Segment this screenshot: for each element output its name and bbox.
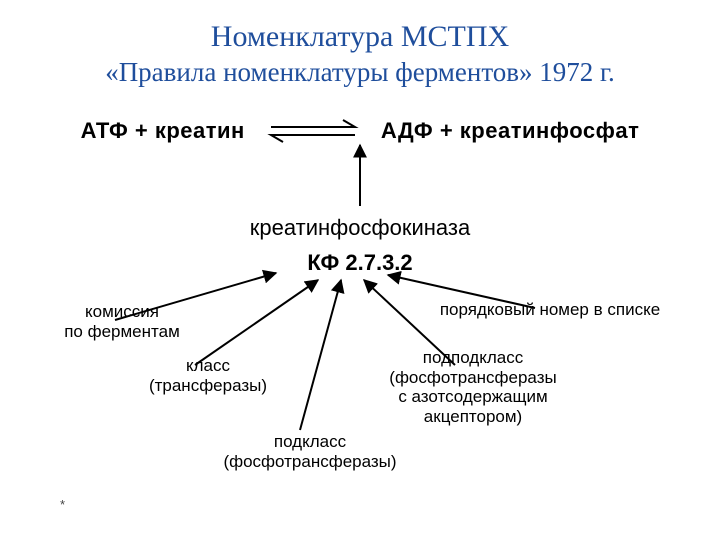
annotation-arrows — [0, 0, 720, 540]
